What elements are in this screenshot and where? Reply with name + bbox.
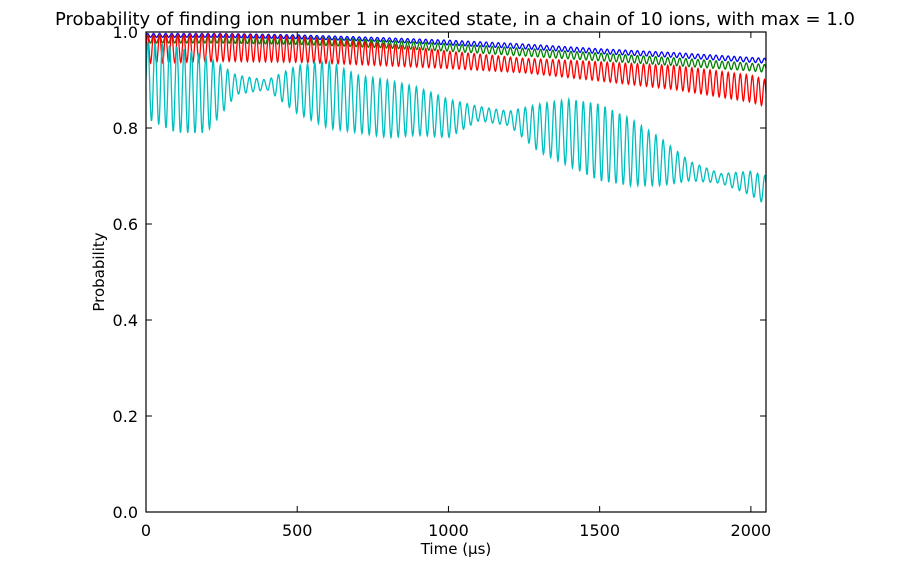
y-tick-label: 0.6: [113, 215, 138, 234]
series-line-1: [146, 32, 766, 64]
y-axis-label: Probability: [90, 232, 108, 311]
y-tick-label: 1.0: [113, 23, 138, 42]
x-tick-label: 1500: [579, 521, 620, 540]
ticks-layer: 0 500 1000 1500 2000 0.0 0.2 0.4 0.6 0.8 1.0: [113, 23, 772, 540]
y-tick-label: 0.0: [113, 503, 138, 522]
series-line-3: [146, 32, 766, 107]
series-line-4: [146, 41, 766, 203]
y-tick-label: 0.2: [113, 407, 138, 426]
plot-frame: [145, 31, 767, 513]
y-tick-label: 0.8: [113, 119, 138, 138]
x-tick-label: 1000: [428, 521, 469, 540]
x-tick-label: 0: [141, 521, 151, 540]
x-tick-label: 500: [282, 521, 313, 540]
x-tick-label: 2000: [731, 521, 772, 540]
x-axis-label: Time (µs): [420, 540, 492, 558]
series-layer: [146, 32, 766, 203]
y-tick-label: 0.4: [113, 311, 138, 330]
chart-title: Probability of finding ion number 1 in e…: [55, 9, 855, 30]
